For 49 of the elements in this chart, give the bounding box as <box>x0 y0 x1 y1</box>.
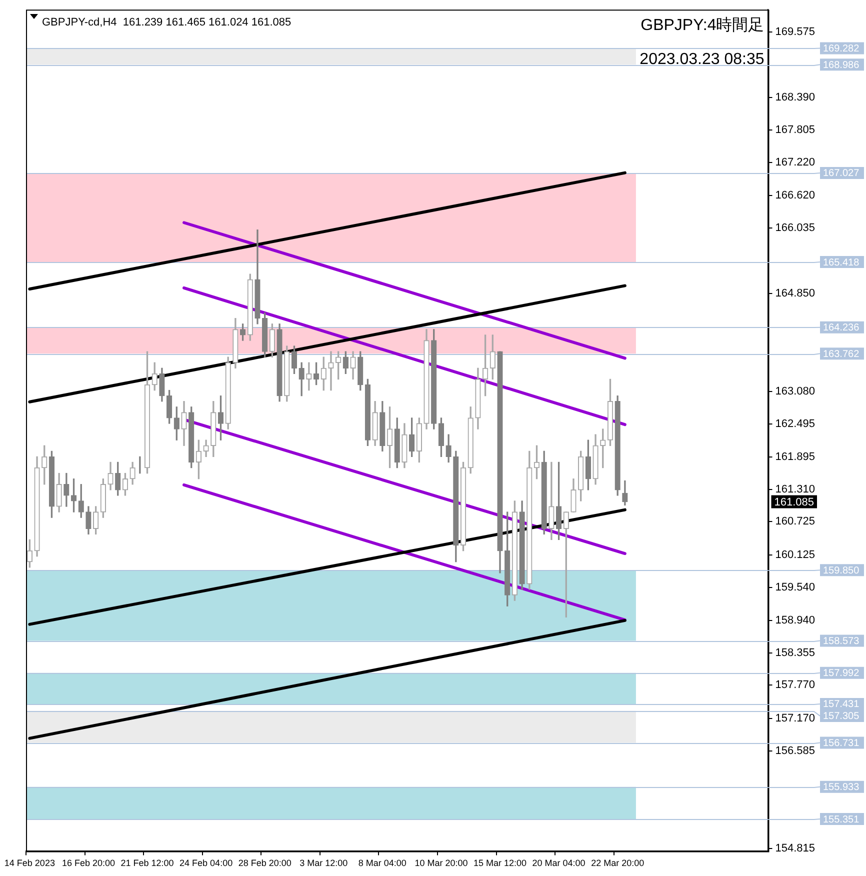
x-tick-label: 15 Mar 12:00 <box>473 858 527 868</box>
x-tick-label: 22 Mar 20:00 <box>591 858 644 868</box>
annotation: 2023.03.23 08:35 <box>640 51 764 68</box>
y-tick-label: 156.585 <box>775 744 816 757</box>
ref-line-label: 158.573 <box>823 636 860 648</box>
y-tick-label: 162.495 <box>775 418 816 430</box>
x-tick-label: 16 Feb 20:00 <box>62 858 115 868</box>
y-tick-label: 163.080 <box>775 385 816 398</box>
ref-line-label: 155.351 <box>823 814 860 826</box>
y-tick-label: 159.540 <box>775 581 816 594</box>
y-tick-label: 167.220 <box>775 156 816 168</box>
ref-line-label: 157.431 <box>823 699 860 710</box>
x-tick-label: 21 Feb 12:00 <box>120 858 174 868</box>
y-tick-label: 160.125 <box>775 548 816 561</box>
y-tick-label: 169.575 <box>775 26 816 38</box>
ref-line-label: 167.027 <box>823 168 860 180</box>
x-tick-label: 14 Feb 2023 <box>4 858 55 868</box>
text: GBPJPY-cd,H4 161.239 161.465 161.024 161.085 <box>42 16 292 29</box>
ref-line-label: 168.986 <box>823 60 860 71</box>
y-tick-label: 164.850 <box>775 287 816 300</box>
x-tick-label: 8 Mar 04:00 <box>358 858 406 868</box>
x-tick-label: 10 Mar 20:00 <box>414 858 468 868</box>
y-tick-label: 157.770 <box>775 679 816 692</box>
x-tick-label: 20 Mar 04:00 <box>532 858 586 868</box>
y-tick-label: 158.940 <box>775 614 816 626</box>
y-tick-label: 167.805 <box>775 124 816 136</box>
x-tick-label: 24 Feb 04:00 <box>180 858 233 868</box>
y-tick-label: 161.895 <box>775 450 816 463</box>
ref-line-label: 157.305 <box>823 711 860 722</box>
ref-line-label: 156.731 <box>823 738 860 749</box>
y-tick-label: 157.170 <box>775 712 816 724</box>
y-tick-label: 166.620 <box>775 190 816 202</box>
y-tick-label: 160.725 <box>775 516 816 528</box>
ref-line-label: 169.282 <box>823 43 860 54</box>
ref-line-label: 163.762 <box>823 348 860 360</box>
x-tick-label: 28 Feb 20:00 <box>238 858 292 868</box>
x-tick-label: 3 Mar 12:00 <box>300 858 348 868</box>
ref-line-label: 164.236 <box>823 322 860 334</box>
text: 161.085 <box>774 496 814 508</box>
ref-line-label: 157.992 <box>823 668 860 680</box>
ref-line-label: 165.418 <box>823 257 860 268</box>
y-tick-label: 158.355 <box>775 646 816 659</box>
y-tick-label: 166.035 <box>775 222 816 234</box>
ref-line-label: 159.850 <box>823 565 860 576</box>
y-tick-label: 161.310 <box>775 483 816 496</box>
y-tick-label: 168.390 <box>775 92 816 104</box>
y-tick-label: 154.815 <box>775 842 816 855</box>
ref-line-label: 155.933 <box>823 782 860 794</box>
annotation: GBPJPY:4時間足 <box>640 16 764 34</box>
